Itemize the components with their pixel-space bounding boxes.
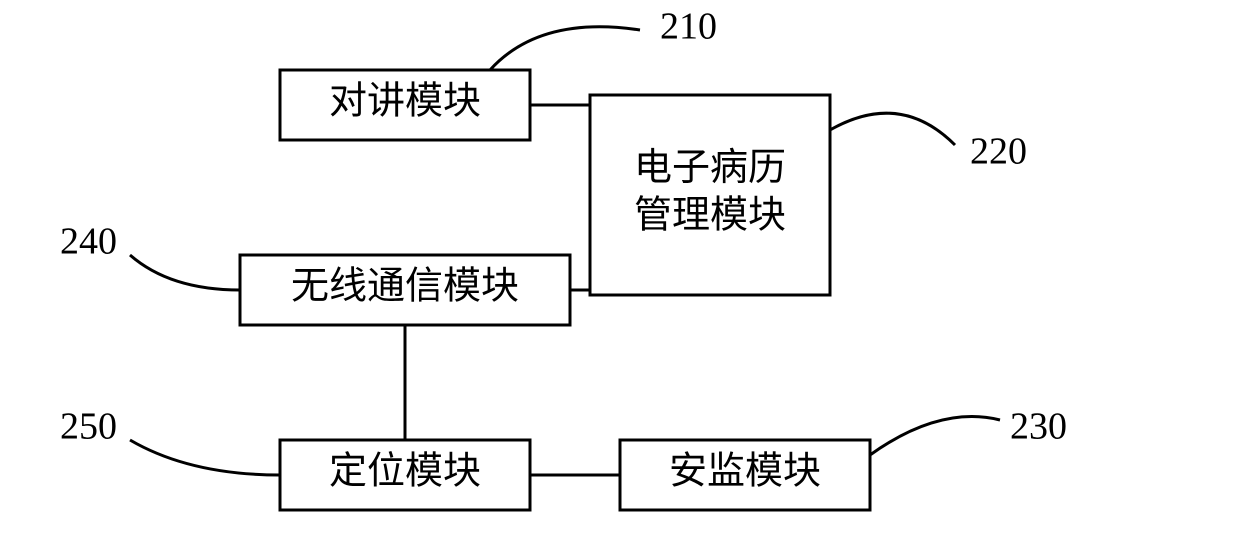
node-label: 无线通信模块 [291,266,519,308]
leader-l250 [130,440,280,475]
node-label: 电子病历 [634,147,786,189]
leader-l210 [490,27,640,70]
ref-label-l250: 250 [60,406,117,448]
node-label: 安监模块 [669,451,821,493]
leader-l220 [830,113,955,145]
node-label: 定位模块 [329,451,481,493]
ref-label-l220: 220 [970,131,1027,173]
ref-label-l230: 230 [1010,406,1067,448]
node-label: 对讲模块 [329,81,481,123]
leader-l230 [870,417,1000,455]
node-n250: 定位模块 [280,440,530,510]
node-n220: 电子病历管理模块 [590,95,830,295]
node-n240: 无线通信模块 [240,255,570,325]
ref-label-l240: 240 [60,221,117,263]
ref-label-l210: 210 [660,6,717,48]
node-n210: 对讲模块 [280,70,530,140]
node-label: 管理模块 [634,194,786,236]
node-n230: 安监模块 [620,440,870,510]
leader-l240 [130,255,240,290]
